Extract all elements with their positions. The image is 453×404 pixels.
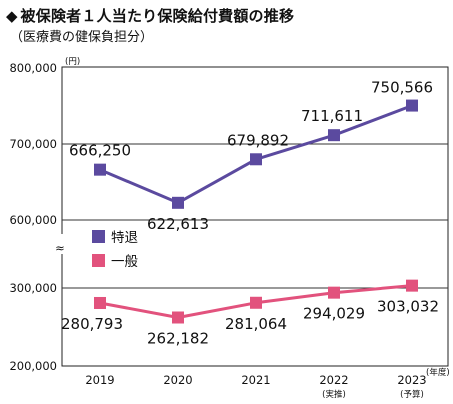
data-label: 750,566 [371,79,433,97]
data-label: 281,064 [225,315,287,333]
legend-label-ippan: 一般 [111,254,138,270]
data-point-ippan [172,311,184,324]
chart-subtitle: （医療費の健保負担分） [10,30,154,45]
x-tick-sublabel: (実推) [322,389,346,400]
data-label: 622,613 [147,215,209,233]
data-point-tokutai [328,129,340,142]
data-label: 294,029 [303,305,365,323]
axis-break-mask [58,234,72,254]
data-point-tokutai [406,99,418,112]
legend-swatch-tokutai [92,230,105,243]
data-label: 280,793 [61,315,123,333]
data-point-ippan [406,279,418,292]
data-point-ippan [328,286,340,299]
y-tick-label: 300,000 [9,281,57,295]
data-point-tokutai [94,163,106,176]
legend-swatch-ippan [92,254,105,267]
data-point-ippan [94,296,106,309]
y-unit-label: (円) [65,57,80,67]
x-tick-label: 2019 [85,373,114,387]
legend-label-tokutai: 特退 [111,230,138,246]
data-label: 666,250 [69,142,131,160]
data-label: 711,611 [301,107,363,125]
x-tick-label: 2022 [319,373,348,387]
x-tick-sublabel: (予算) [400,389,424,400]
axis-break-icon: ≈ [55,241,65,255]
x-tick-label: 2020 [163,373,192,387]
y-tick-label: 800,000 [9,61,57,75]
data-point-tokutai [172,196,184,209]
data-label: 303,032 [377,298,439,316]
chart-title-text: 被保険者１人当たり保険給付費額の推移 [20,7,295,25]
y-tick-label: 200,000 [9,359,57,373]
x-tick-label: 2023 [397,373,426,387]
plot-frame [61,66,449,367]
data-label: 262,182 [147,329,209,347]
data-label: 679,892 [227,131,289,149]
chart-title: ◆ 被保険者１人当たり保険給付費額の推移 [6,5,294,27]
y-tick-label: 600,000 [9,213,57,227]
data-point-ippan [250,296,262,309]
data-point-tokutai [250,153,262,166]
y-tick-label: 700,000 [9,137,57,151]
title-marker-icon: ◆ [6,7,18,25]
x-tick-label: 2021 [241,373,270,387]
x-unit-label: (年度) [426,367,450,378]
